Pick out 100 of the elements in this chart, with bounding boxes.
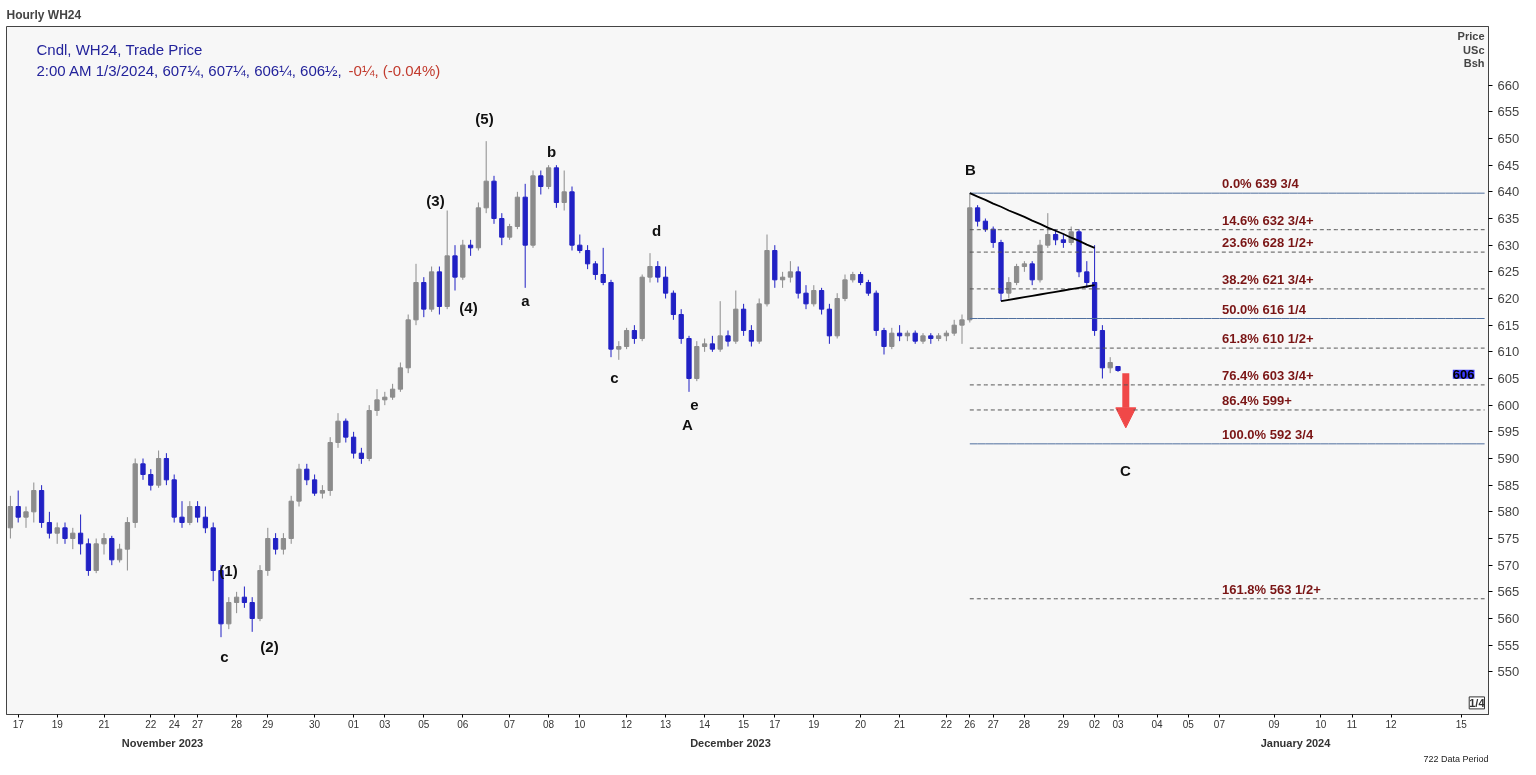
candlestick	[241, 586, 248, 609]
x-tick-label: 07	[504, 718, 516, 730]
y-tick-label: 655	[1497, 104, 1520, 120]
x-tick-label: 13	[660, 718, 672, 730]
candlestick	[740, 303, 747, 337]
x-tick-label: 06	[457, 718, 469, 730]
x-tick-label: 05	[418, 718, 430, 730]
candlestick	[670, 290, 677, 321]
text: 722 Data Period	[1423, 753, 1489, 764]
y-tick-label: 565	[1497, 584, 1520, 600]
annotation: (2)	[260, 638, 279, 656]
annotation: (5)	[475, 109, 494, 127]
x-tick-label: 21	[894, 718, 906, 730]
candlestick	[725, 330, 731, 347]
x-tick-label: 02	[1089, 718, 1101, 730]
annotation: 2:00 AM 1/3/2024, 607¼, 607¼, 606¼, 606½,	[36, 62, 342, 80]
candlestick	[226, 596, 232, 630]
y-tick-label: 605	[1497, 371, 1520, 386]
y-tick-label: 555	[1497, 637, 1520, 653]
candlestick	[116, 543, 123, 563]
x-tick-label: 22	[940, 718, 953, 730]
candlestick	[233, 591, 240, 614]
x-tick-label: 17	[12, 718, 25, 730]
candlestick	[803, 284, 809, 310]
x-tick-label: 14	[699, 718, 711, 730]
candlestick	[795, 266, 801, 299]
x-tick-label: 08	[543, 718, 555, 730]
candlestick	[70, 527, 76, 550]
candlestick	[1045, 212, 1051, 249]
x-tick-label: 10	[1315, 718, 1327, 730]
candlestick	[280, 532, 287, 555]
y-tick-label: 575	[1497, 531, 1520, 546]
text: January 2024	[1260, 736, 1332, 749]
y-tick-label: 620	[1497, 291, 1520, 306]
annotation: 606	[1452, 366, 1475, 382]
annotation: a	[521, 292, 531, 310]
candlestick	[818, 287, 825, 315]
annotation: b	[546, 142, 557, 160]
candlestick	[717, 300, 723, 353]
candlestick	[343, 418, 349, 443]
x-tick-label: 03	[379, 718, 391, 730]
x-tick-label: 10	[574, 718, 586, 730]
candlestick	[15, 490, 21, 523]
candlestick	[77, 514, 84, 555]
series-label: 161.8% 563 1/2+	[1222, 581, 1322, 597]
candlestick	[54, 522, 60, 545]
candlestick	[499, 212, 505, 246]
candlestick	[202, 506, 209, 534]
x-tick-label: 26	[964, 718, 976, 730]
x-tick-label: 15	[1455, 718, 1468, 730]
y-tick-label: 635	[1497, 211, 1520, 226]
y-tick-label: 595	[1497, 424, 1520, 440]
x-tick-label: 07	[1213, 718, 1226, 730]
annotation: e	[690, 396, 699, 414]
x-tick-label: 30	[309, 718, 321, 730]
series-label: 61.8% 610 1/2+	[1222, 331, 1314, 347]
candlestick	[990, 226, 996, 249]
series-label: 38.2% 621 3/4+	[1222, 271, 1314, 287]
candlestick	[452, 244, 458, 291]
candlestick	[62, 522, 68, 545]
x-tick-label: 27	[987, 718, 1000, 730]
x-tick-label: 05	[1182, 718, 1195, 730]
candlestick	[959, 314, 965, 345]
candlestick	[272, 532, 279, 555]
y-tick-label: 630	[1497, 237, 1520, 253]
x-tick-label: 29	[1057, 718, 1070, 730]
y-tick-label: 570	[1497, 557, 1520, 573]
x-tick-label: 12	[621, 718, 633, 730]
text: December 2023	[690, 736, 771, 749]
candlestick	[577, 234, 583, 254]
candlestick	[592, 260, 599, 281]
y-tick-label: 610	[1497, 344, 1520, 360]
line-series	[1000, 284, 1096, 303]
x-tick-label: 19	[808, 718, 820, 730]
y-tick-label: 650	[1497, 131, 1520, 146]
candlestick	[662, 266, 669, 299]
candlestick	[600, 247, 606, 286]
annotation: B	[965, 161, 977, 179]
candlestick	[7, 495, 14, 539]
candlestick	[811, 284, 817, 307]
x-tick-label: 01	[348, 718, 360, 730]
x-tick-label: 22	[145, 718, 157, 730]
x-tick-label: 09	[1268, 718, 1280, 730]
y-tick-label: 550	[1497, 664, 1520, 680]
candlestick	[163, 452, 170, 486]
y-tick-label: 615	[1497, 317, 1520, 333]
x-tick-label: 03	[1112, 718, 1124, 730]
candlestick	[647, 252, 653, 283]
candlestick	[23, 506, 29, 529]
x-tick-label: 29	[262, 718, 274, 730]
series-label: 86.4% 599+	[1222, 392, 1293, 408]
x-tick-label: 24	[168, 718, 181, 730]
x-tick-label: 19	[51, 718, 64, 730]
annotation: c	[610, 368, 619, 386]
annotation: (1)	[219, 562, 238, 580]
x-tick-label: 27	[192, 718, 204, 730]
candlestick	[101, 532, 107, 555]
candlestick	[397, 362, 404, 393]
annotation: 1/4	[1469, 696, 1486, 709]
x-tick-label: 11	[1346, 718, 1358, 730]
